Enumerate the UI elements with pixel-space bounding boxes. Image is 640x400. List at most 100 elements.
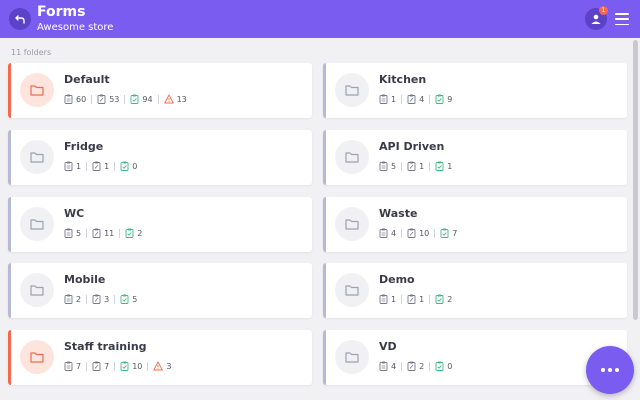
copies-icon: [407, 361, 416, 371]
folder-count: 11 folders: [11, 48, 52, 57]
forms-icon: [64, 228, 73, 238]
stat-value: 10: [419, 228, 430, 238]
user-avatar[interactable]: 1: [585, 6, 608, 30]
stat-divider: [157, 94, 159, 104]
stat-copies: 1: [407, 161, 424, 171]
stat-value: 0: [447, 361, 453, 371]
stat-forms: 7: [64, 361, 81, 371]
folder-stats: 5 1 1: [379, 161, 452, 171]
issues-icon: [163, 94, 174, 104]
folder-stats: 1 1 0: [64, 161, 137, 171]
folder-stats: 7 7 10 3: [64, 361, 171, 371]
stat-divider: [86, 361, 88, 371]
folder-name: Waste: [379, 207, 418, 220]
folder-icon: [20, 273, 54, 307]
copies-icon: [97, 94, 106, 104]
stat-value: 4: [391, 361, 397, 371]
stat-divider: [114, 161, 116, 171]
stat-divider: [114, 361, 116, 371]
folder-card-waste[interactable]: Waste 4 10 7: [323, 197, 627, 252]
folder-stats: 5 11 2: [64, 228, 142, 238]
folder-card-api-driven[interactable]: API Driven 5 1 1: [323, 130, 627, 185]
completed-icon: [435, 94, 444, 104]
folder-card-wc[interactable]: WC 5 11 2: [8, 197, 312, 252]
copies-icon: [407, 94, 416, 104]
folder-card-vd[interactable]: VD 4 2 0: [323, 330, 627, 385]
forms-icon: [64, 294, 73, 304]
folder-card-fridge[interactable]: Fridge 1 1 0: [8, 130, 312, 185]
stat-completed: 9: [435, 94, 452, 104]
folder-name: Kitchen: [379, 73, 427, 86]
folder-icon: [20, 73, 54, 107]
completed-icon: [120, 294, 129, 304]
issues-icon: [153, 361, 164, 371]
stat-issues: 13: [163, 94, 187, 104]
folder-stats: 1 4 9: [379, 94, 452, 104]
stat-completed: 7: [440, 228, 457, 238]
stat-divider: [124, 94, 126, 104]
forms-icon: [64, 361, 73, 371]
stat-forms: 60: [64, 94, 86, 104]
copies-icon: [92, 228, 101, 238]
stat-completed: 2: [125, 228, 142, 238]
completed-icon: [435, 361, 444, 371]
stat-value: 3: [166, 361, 172, 371]
folder-card-kitchen[interactable]: Kitchen 1 4 9: [323, 63, 627, 118]
app-header: Forms Awesome store 1: [0, 0, 640, 38]
stat-value: 3: [104, 294, 110, 304]
folder-card-staff-training[interactable]: Staff training 7 7 10 3: [8, 330, 312, 385]
stat-completed: 0: [120, 161, 137, 171]
stat-value: 10: [132, 361, 143, 371]
copies-icon: [92, 294, 101, 304]
completed-icon: [130, 94, 139, 104]
stat-issues: 3: [153, 361, 171, 371]
folder-name: VD: [379, 340, 397, 353]
stat-completed: 10: [120, 361, 142, 371]
forms-icon: [64, 94, 73, 104]
stat-value: 1: [104, 161, 110, 171]
stat-divider: [401, 161, 403, 171]
stat-copies: 10: [407, 228, 429, 238]
scrollbar[interactable]: [633, 40, 638, 320]
forms-icon: [379, 94, 388, 104]
folder-stats: 2 3 5: [64, 294, 137, 304]
stat-value: 13: [176, 94, 187, 104]
stat-forms: 4: [379, 228, 396, 238]
stat-divider: [401, 361, 403, 371]
copies-icon: [407, 228, 416, 238]
folder-name: API Driven: [379, 140, 445, 153]
more-options-fab[interactable]: [586, 346, 634, 394]
folder-name: WC: [64, 207, 85, 220]
stat-completed: 0: [435, 361, 452, 371]
stat-value: 60: [76, 94, 87, 104]
hamburger-menu-button[interactable]: [614, 11, 630, 27]
stat-value: 11: [104, 228, 115, 238]
completed-icon: [440, 228, 449, 238]
folder-icon: [20, 207, 54, 241]
stat-value: 1: [419, 161, 425, 171]
copies-icon: [407, 294, 416, 304]
completed-icon: [120, 161, 129, 171]
copies-icon: [92, 161, 101, 171]
copies-icon: [407, 161, 416, 171]
stat-value: 1: [391, 94, 397, 104]
stat-divider: [147, 361, 149, 371]
forms-icon: [64, 161, 73, 171]
stat-divider: [86, 294, 88, 304]
stat-value: 2: [447, 294, 453, 304]
stat-copies: 1: [92, 161, 109, 171]
stat-forms: 5: [64, 228, 81, 238]
more-dots-icon: [601, 368, 605, 372]
stat-divider: [429, 361, 431, 371]
stat-divider: [119, 228, 121, 238]
back-button[interactable]: [9, 8, 31, 30]
folder-card-default[interactable]: Default 60 53 94 13: [8, 63, 312, 118]
stat-divider: [86, 228, 88, 238]
stat-value: 5: [391, 161, 397, 171]
stat-divider: [86, 161, 88, 171]
stat-copies: 7: [92, 361, 109, 371]
stat-forms: 1: [64, 161, 81, 171]
folder-card-demo[interactable]: Demo 1 1 2: [323, 263, 627, 318]
folder-card-mobile[interactable]: Mobile 2 3 5: [8, 263, 312, 318]
stat-value: 2: [76, 294, 82, 304]
